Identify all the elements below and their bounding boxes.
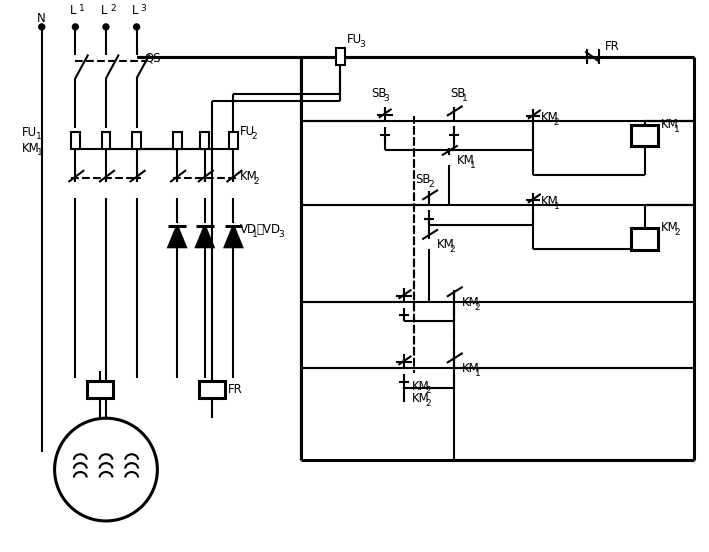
Bar — [87, 381, 113, 399]
Text: KM: KM — [413, 380, 430, 392]
Text: KM: KM — [240, 170, 258, 183]
Text: 3: 3 — [384, 94, 389, 103]
Text: 1: 1 — [462, 94, 467, 103]
Text: L: L — [131, 4, 138, 17]
Text: 1: 1 — [674, 125, 680, 134]
Text: KM: KM — [22, 142, 40, 155]
Text: KM: KM — [462, 362, 479, 375]
Text: 1: 1 — [37, 148, 43, 157]
Text: 2: 2 — [450, 245, 455, 254]
Bar — [229, 131, 238, 150]
Text: 2: 2 — [110, 4, 116, 13]
Text: KM: KM — [462, 295, 479, 309]
Text: 2: 2 — [474, 302, 480, 311]
Text: FU: FU — [240, 125, 255, 137]
Bar — [132, 131, 141, 150]
Text: FR: FR — [605, 40, 620, 53]
Circle shape — [134, 24, 140, 30]
Bar — [336, 47, 345, 66]
Text: KM: KM — [457, 154, 474, 167]
Text: 1: 1 — [554, 201, 559, 211]
Text: 2: 2 — [428, 180, 434, 189]
Bar — [631, 125, 659, 146]
Text: SB: SB — [450, 87, 465, 100]
Text: FU: FU — [347, 33, 362, 46]
Polygon shape — [168, 226, 186, 247]
Text: 2: 2 — [251, 131, 257, 141]
Text: N: N — [38, 13, 46, 25]
Bar — [631, 229, 659, 250]
Text: 2: 2 — [425, 399, 431, 408]
Text: 3: 3 — [140, 4, 146, 13]
Text: 2: 2 — [674, 229, 680, 237]
Text: KM: KM — [413, 392, 430, 405]
Text: VD: VD — [240, 224, 257, 236]
Text: 1: 1 — [474, 369, 480, 378]
Text: KM: KM — [541, 111, 559, 124]
Text: KM: KM — [437, 238, 454, 251]
Bar — [201, 131, 209, 150]
Text: 3: 3 — [359, 40, 364, 49]
Text: 1: 1 — [36, 132, 42, 141]
Bar — [173, 131, 182, 150]
Text: 1: 1 — [469, 161, 475, 170]
Text: ～VD: ～VD — [256, 224, 280, 236]
Text: KM: KM — [661, 221, 679, 235]
Polygon shape — [225, 226, 242, 247]
Bar — [199, 381, 225, 399]
Text: FU: FU — [22, 126, 37, 139]
Text: KM: KM — [661, 118, 679, 131]
Text: QS: QS — [145, 51, 161, 64]
Text: 1: 1 — [252, 230, 258, 240]
Bar — [101, 131, 111, 150]
Text: KM: KM — [541, 195, 559, 208]
Circle shape — [55, 418, 157, 521]
Bar — [71, 131, 80, 150]
Text: 2: 2 — [253, 177, 259, 186]
Text: 1: 1 — [79, 4, 85, 13]
Text: FR: FR — [228, 383, 242, 396]
Circle shape — [39, 24, 45, 30]
Circle shape — [103, 24, 109, 30]
Text: SB: SB — [415, 173, 431, 186]
Text: 2: 2 — [425, 386, 431, 395]
Text: 3: 3 — [278, 230, 284, 240]
Polygon shape — [196, 226, 213, 247]
Text: L: L — [101, 4, 107, 17]
Text: L: L — [70, 4, 77, 17]
Text: 2: 2 — [554, 118, 559, 127]
Text: SB: SB — [371, 87, 386, 100]
Circle shape — [72, 24, 78, 30]
